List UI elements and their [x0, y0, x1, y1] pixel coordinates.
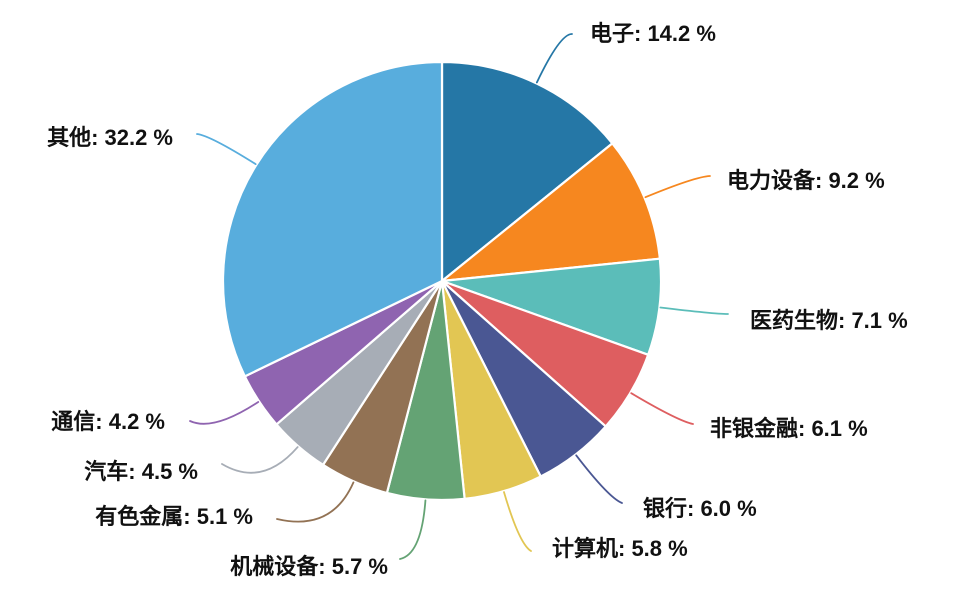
slice-label: 电力设备: 9.2 %	[727, 168, 885, 193]
pie-slice	[440, 60, 614, 283]
slice-leader-line	[630, 392, 694, 425]
slice-leader-line	[575, 454, 623, 504]
pie-slice	[440, 142, 661, 283]
slice-label: 计算机: 5.8 %	[552, 536, 688, 561]
slice-label: 机械设备: 5.7 %	[230, 554, 388, 579]
slice-label: 有色金属: 5.1 %	[95, 504, 253, 529]
pie-slice	[221, 60, 444, 378]
slice-leader-line	[644, 175, 711, 199]
slice-leader-line	[399, 499, 427, 560]
slice-leader-line	[189, 401, 260, 425]
slice-label: 医药生物: 7.1 %	[750, 308, 908, 333]
slice-leader-line	[659, 306, 729, 315]
slice-label: 银行: 6.0 %	[643, 496, 757, 521]
slice-leader-line	[535, 33, 573, 84]
slice-leader-line	[221, 446, 299, 474]
slice-label: 其他: 32.2 %	[47, 125, 173, 150]
slice-label: 非银金融: 6.1 %	[710, 416, 868, 441]
slice-leader-line	[276, 481, 355, 523]
slice-leader-line	[503, 491, 532, 552]
slice-leader-line	[196, 133, 257, 165]
slice-label: 电子: 14.2 %	[590, 21, 716, 46]
slice-label: 汽车: 4.5 %	[84, 459, 198, 484]
slice-label: 通信: 4.2 %	[51, 409, 165, 434]
